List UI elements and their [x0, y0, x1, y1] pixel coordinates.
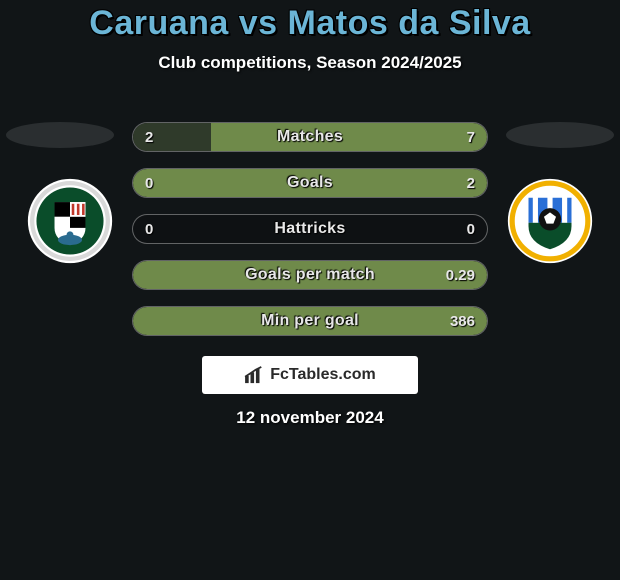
stat-value-right: 2: [467, 169, 475, 197]
bar-chart-icon: [244, 366, 266, 384]
player-right-avatar-placeholder: [506, 122, 614, 148]
stat-value-right: 7: [467, 123, 475, 151]
stat-value-right: 386: [450, 307, 475, 335]
club-crest-left-svg: [27, 178, 113, 264]
stat-row: Hattricks0 0: [132, 214, 488, 244]
subtitle: Club competitions, Season 2024/2025: [0, 53, 620, 73]
stat-value-left: 2: [145, 123, 153, 151]
club-crest-left: [27, 178, 113, 264]
stat-row: Goals0 2: [132, 168, 488, 198]
stat-label: Goals per match: [133, 261, 487, 289]
stats-container: Matches27Goals02Hattricks00Goals per mat…: [132, 122, 488, 352]
stat-value-right: 0: [467, 215, 475, 243]
stat-label: Hattricks: [133, 215, 487, 243]
stat-value-right: 0.29: [446, 261, 475, 289]
stat-value-left: 0: [145, 215, 153, 243]
club-crest-right: [507, 178, 593, 264]
comparison-card: Caruana vs Matos da Silva Club competiti…: [0, 0, 620, 580]
branding-text: FcTables.com: [270, 366, 376, 384]
stat-row: Matches2 7: [132, 122, 488, 152]
branding-badge: FcTables.com: [202, 356, 418, 394]
date-label: 12 november 2024: [0, 408, 620, 428]
stat-row: Min per goal386: [132, 306, 488, 336]
stat-value-left: 0: [145, 169, 153, 197]
club-crest-right-svg: [507, 178, 593, 264]
page-title: Caruana vs Matos da Silva: [0, 4, 620, 43]
stat-label: Min per goal: [133, 307, 487, 335]
stat-label: Goals: [133, 169, 487, 197]
stat-label: Matches: [133, 123, 487, 151]
stat-row: Goals per match0.29: [132, 260, 488, 290]
player-left-avatar-placeholder: [6, 122, 114, 148]
